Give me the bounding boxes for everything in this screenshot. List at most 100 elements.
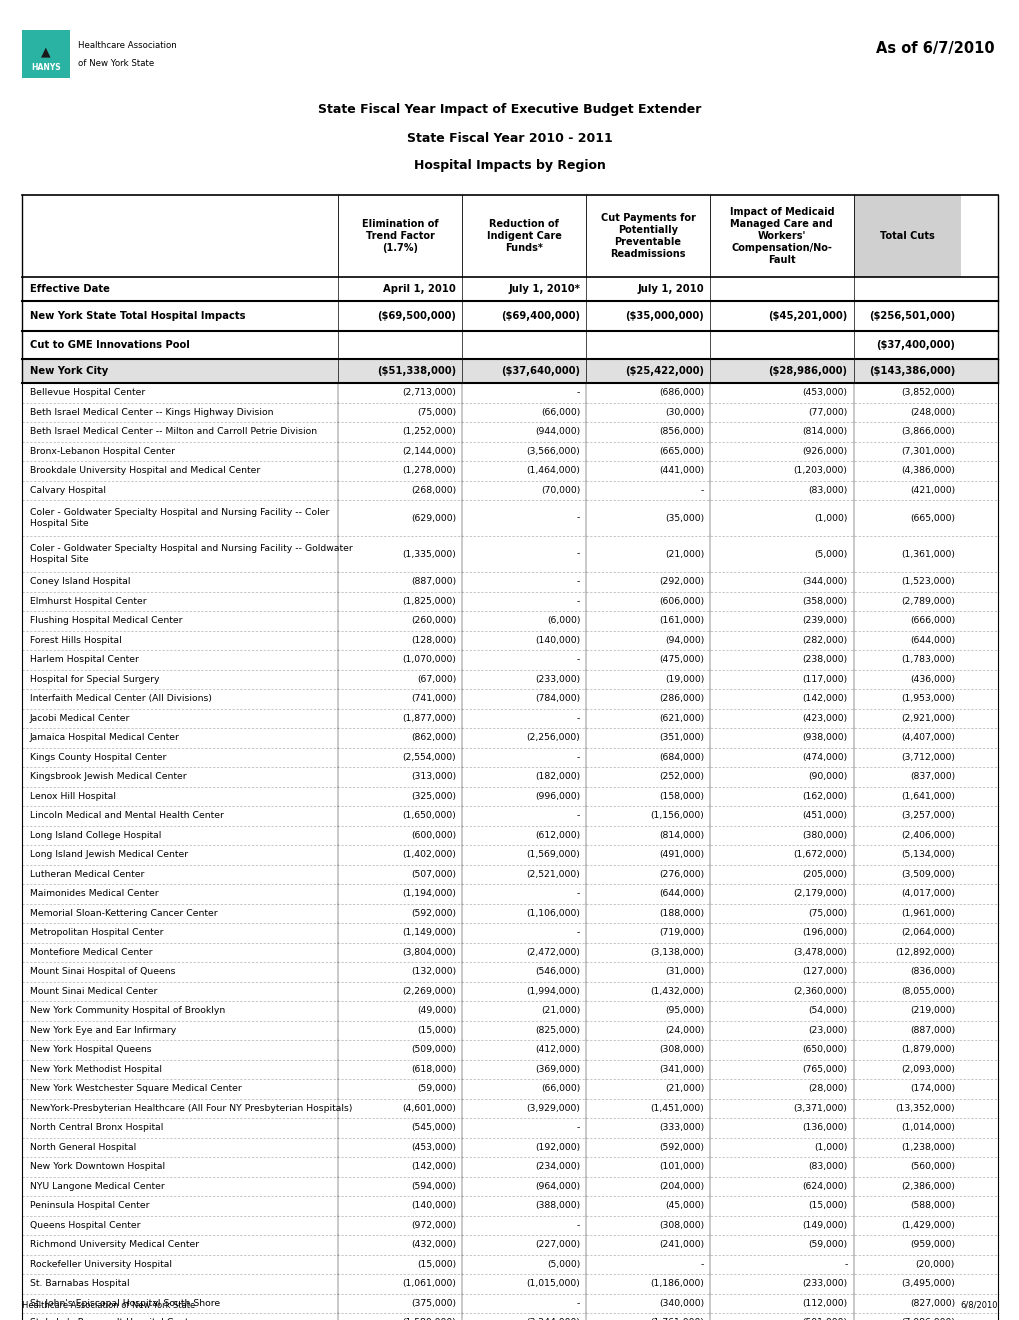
Text: (1,580,000): (1,580,000) (403, 1319, 455, 1320)
Text: -: - (576, 388, 580, 397)
Text: (388,000): (388,000) (535, 1201, 580, 1210)
Text: (28,000): (28,000) (807, 1084, 847, 1093)
Text: (474,000): (474,000) (802, 752, 847, 762)
Text: (1,523,000): (1,523,000) (900, 577, 954, 586)
Bar (22, 884, 997, 903)
Text: New York Eye and Ear Infirmary: New York Eye and Ear Infirmary (30, 1026, 176, 1035)
Bar (22, 441, 997, 461)
Text: (825,000): (825,000) (535, 1026, 580, 1035)
Text: Richmond University Medical Center: Richmond University Medical Center (30, 1241, 199, 1249)
Text: Peninsula Hospital Center: Peninsula Hospital Center (30, 1201, 150, 1210)
Bar (22, 865, 997, 884)
Text: (344,000): (344,000) (802, 577, 847, 586)
Text: (1,252,000): (1,252,000) (403, 428, 455, 436)
Text: (2,713,000): (2,713,000) (401, 388, 455, 397)
Bar (22, 480, 997, 500)
Text: (856,000): (856,000) (658, 428, 703, 436)
Text: State Fiscal Year Impact of Executive Budget Extender: State Fiscal Year Impact of Executive Bu… (318, 103, 701, 116)
Text: (2,256,000): (2,256,000) (526, 733, 580, 742)
Bar (22, 611, 997, 631)
Text: (248,000): (248,000) (909, 408, 954, 417)
Bar (22, 30, 70, 78)
Text: ($37,640,000): ($37,640,000) (500, 366, 580, 376)
Text: (1,761,000): (1,761,000) (649, 1319, 703, 1320)
Text: Brookdale University Hospital and Medical Center: Brookdale University Hospital and Medica… (30, 466, 260, 475)
Text: (814,000): (814,000) (658, 830, 703, 840)
Text: (1,000): (1,000) (813, 513, 847, 523)
Text: (174,000): (174,000) (909, 1084, 954, 1093)
Text: (1,402,000): (1,402,000) (401, 850, 455, 859)
Text: (136,000): (136,000) (802, 1123, 847, 1133)
Text: (1,361,000): (1,361,000) (900, 549, 954, 558)
Text: ($37,400,000): ($37,400,000) (875, 341, 954, 350)
Text: Healthcare Association of New York State: Healthcare Association of New York State (22, 1300, 195, 1309)
Text: Long Island Jewish Medical Center: Long Island Jewish Medical Center (30, 850, 187, 859)
Text: (21,000): (21,000) (664, 549, 703, 558)
Text: (15,000): (15,000) (417, 1026, 455, 1035)
Text: (276,000): (276,000) (658, 870, 703, 879)
Text: (308,000): (308,000) (658, 1045, 703, 1055)
Text: (827,000): (827,000) (909, 1299, 954, 1308)
Text: -: - (700, 1259, 703, 1269)
Bar (22, 359, 997, 383)
Text: New York Hospital Queens: New York Hospital Queens (30, 1045, 152, 1055)
Bar (22, 1078, 997, 1098)
Text: (686,000): (686,000) (658, 388, 703, 397)
Text: (140,000): (140,000) (535, 636, 580, 644)
Text: (13,352,000): (13,352,000) (895, 1104, 954, 1113)
Text: (75,000): (75,000) (808, 908, 847, 917)
Bar (22, 277, 997, 301)
Bar (22, 1060, 997, 1078)
Text: (83,000): (83,000) (807, 486, 847, 495)
Text: Impact of Medicaid
Managed Care and
Workers'
Compensation/No-
Fault: Impact of Medicaid Managed Care and Work… (729, 207, 834, 265)
Bar (22, 903, 997, 923)
Text: Beth Israel Medical Center -- Kings Highway Division: Beth Israel Medical Center -- Kings High… (30, 408, 273, 417)
Bar (22, 1098, 997, 1118)
Text: (35,000): (35,000) (664, 513, 703, 523)
Text: Harlem Hospital Center: Harlem Hospital Center (30, 655, 139, 664)
Text: (149,000): (149,000) (802, 1221, 847, 1230)
Text: (964,000): (964,000) (535, 1181, 580, 1191)
Text: (1,432,000): (1,432,000) (649, 987, 703, 995)
Text: -: - (576, 655, 580, 664)
Text: (3,495,000): (3,495,000) (900, 1279, 954, 1288)
Text: -: - (576, 549, 580, 558)
Text: Mount Sinai Hospital of Queens: Mount Sinai Hospital of Queens (30, 968, 175, 977)
Text: Elmhurst Hospital Center: Elmhurst Hospital Center (30, 597, 147, 606)
Text: (75,000): (75,000) (417, 408, 455, 417)
Bar (22, 536, 997, 572)
Text: (2,472,000): (2,472,000) (526, 948, 580, 957)
Text: (837,000): (837,000) (909, 772, 954, 781)
Text: (188,000): (188,000) (658, 908, 703, 917)
Text: (666,000): (666,000) (909, 616, 954, 626)
Text: (1,238,000): (1,238,000) (900, 1143, 954, 1152)
Bar (22, 1216, 997, 1236)
Text: (2,554,000): (2,554,000) (403, 752, 455, 762)
Text: Montefiore Medical Center: Montefiore Medical Center (30, 948, 153, 957)
Text: (196,000): (196,000) (802, 928, 847, 937)
Text: (644,000): (644,000) (658, 890, 703, 898)
Text: Rockefeller University Hospital: Rockefeller University Hospital (30, 1259, 172, 1269)
Bar (22, 1138, 997, 1158)
Text: (292,000): (292,000) (658, 577, 703, 586)
Bar (22, 1118, 997, 1138)
Text: -: - (576, 812, 580, 820)
Text: (260,000): (260,000) (411, 616, 455, 626)
Text: (5,000): (5,000) (813, 549, 847, 558)
Text: (1,451,000): (1,451,000) (650, 1104, 703, 1113)
Text: North Central Bronx Hospital: North Central Bronx Hospital (30, 1123, 163, 1133)
Text: (1,070,000): (1,070,000) (401, 655, 455, 664)
Text: (4,407,000): (4,407,000) (900, 733, 954, 742)
Text: NewYork-Presbyterian Healthcare (All Four NY Presbyterian Hospitals): NewYork-Presbyterian Healthcare (All Fou… (30, 1104, 352, 1113)
Text: (15,000): (15,000) (808, 1201, 847, 1210)
Text: (239,000): (239,000) (802, 616, 847, 626)
Text: ($45,201,000): ($45,201,000) (767, 312, 847, 321)
Text: (233,000): (233,000) (535, 675, 580, 684)
Text: (545,000): (545,000) (411, 1123, 455, 1133)
Text: (59,000): (59,000) (417, 1084, 455, 1093)
Text: -: - (576, 597, 580, 606)
Text: -: - (576, 513, 580, 523)
Text: (1,672,000): (1,672,000) (793, 850, 847, 859)
Text: -: - (576, 1221, 580, 1230)
Text: (127,000): (127,000) (802, 968, 847, 977)
